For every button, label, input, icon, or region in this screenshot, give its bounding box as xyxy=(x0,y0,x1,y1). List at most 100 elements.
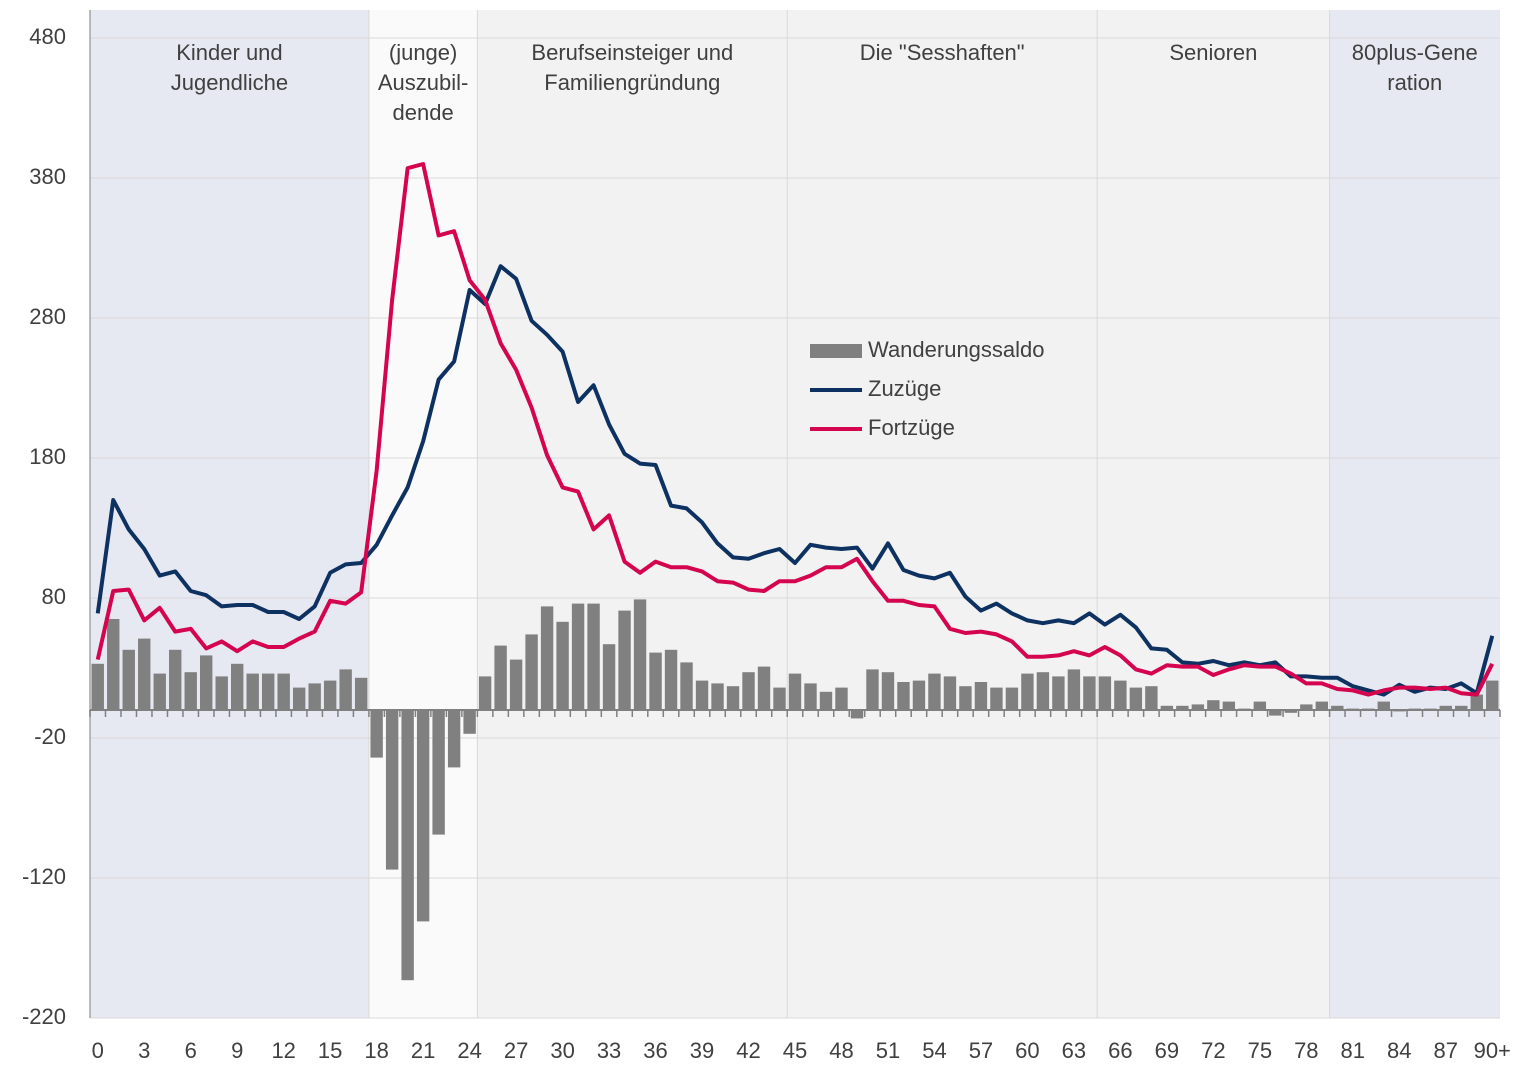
bar xyxy=(308,683,321,710)
x-tick-label: 75 xyxy=(1248,1038,1272,1063)
x-tick-label: 33 xyxy=(597,1038,621,1063)
legend-label: Zuzüge xyxy=(868,376,941,401)
bar xyxy=(804,683,817,710)
band-label: Die "Sesshaften" xyxy=(860,40,1025,65)
bar xyxy=(571,603,585,710)
band-label: (junge) xyxy=(389,40,457,65)
bar xyxy=(1083,676,1096,710)
bar xyxy=(1486,680,1499,710)
bar xyxy=(494,645,507,710)
band-label: Familiengründung xyxy=(544,70,720,95)
band-label: Kinder und xyxy=(176,40,282,65)
bar xyxy=(680,662,693,710)
bar xyxy=(292,687,306,710)
x-tick-label: 63 xyxy=(1062,1038,1086,1063)
x-tick-label: 57 xyxy=(969,1038,993,1063)
y-tick-label: 280 xyxy=(29,304,66,329)
bar xyxy=(246,673,259,710)
bar xyxy=(773,687,786,710)
y-tick-label: 380 xyxy=(29,164,66,189)
bar xyxy=(153,673,166,710)
bar xyxy=(1036,672,1050,710)
band-label: 80plus-Gene xyxy=(1352,40,1478,65)
bar xyxy=(928,673,941,710)
bar xyxy=(835,687,848,710)
x-tick-label: 36 xyxy=(643,1038,667,1063)
bar xyxy=(1129,687,1143,710)
band-label: Jugendliche xyxy=(171,70,288,95)
bar xyxy=(757,666,771,710)
bar xyxy=(323,680,337,710)
bar xyxy=(1300,704,1313,710)
bar xyxy=(866,669,879,710)
bar xyxy=(231,663,244,710)
bar xyxy=(1470,694,1483,710)
x-tick-label: 24 xyxy=(457,1038,481,1063)
y-tick-label: -20 xyxy=(34,724,66,749)
x-tick-label: 90+ xyxy=(1474,1038,1511,1063)
bar xyxy=(1253,701,1267,710)
bar xyxy=(138,638,151,710)
bar xyxy=(602,644,616,710)
bar xyxy=(463,710,476,734)
bar xyxy=(695,680,709,710)
legend-label: Wanderungssaldo xyxy=(868,337,1045,362)
bar xyxy=(525,634,538,710)
y-tick-label: 180 xyxy=(29,444,66,469)
x-tick-label: 81 xyxy=(1341,1038,1365,1063)
x-tick-label: 54 xyxy=(922,1038,946,1063)
age-band xyxy=(1329,10,1500,1018)
bar xyxy=(664,649,678,710)
bar xyxy=(540,606,554,710)
bar xyxy=(556,621,569,710)
bar xyxy=(649,652,662,710)
x-tick-label: 39 xyxy=(690,1038,714,1063)
legend-swatch xyxy=(810,344,862,358)
bar xyxy=(742,672,755,710)
bar xyxy=(959,686,972,710)
age-band xyxy=(1097,10,1330,1018)
x-tick-label: 9 xyxy=(231,1038,243,1063)
bar xyxy=(1191,704,1205,710)
bar xyxy=(1455,705,1468,710)
band-label: Berufseinsteiger und xyxy=(531,40,733,65)
bar xyxy=(1067,669,1081,710)
bar xyxy=(1331,705,1344,710)
bar xyxy=(1145,686,1158,710)
bar xyxy=(711,683,724,710)
bar xyxy=(1021,673,1034,710)
bar xyxy=(1114,680,1127,710)
legend-label: Fortzüge xyxy=(868,415,955,440)
age-band xyxy=(90,10,369,1018)
bar xyxy=(943,676,957,710)
x-tick-label: 84 xyxy=(1387,1038,1411,1063)
bar xyxy=(447,710,461,768)
band-label: Senioren xyxy=(1169,40,1257,65)
bar xyxy=(1222,701,1236,710)
x-tick-label: 6 xyxy=(185,1038,197,1063)
bar xyxy=(1052,676,1065,710)
x-tick-label: 60 xyxy=(1015,1038,1039,1063)
bar xyxy=(1284,710,1298,713)
x-tick-label: 21 xyxy=(411,1038,435,1063)
x-tick-label: 51 xyxy=(876,1038,900,1063)
x-tick-label: 87 xyxy=(1434,1038,1458,1063)
band-label: dende xyxy=(393,100,454,125)
bar xyxy=(370,710,383,758)
x-tick-label: 66 xyxy=(1108,1038,1132,1063)
bar xyxy=(1098,676,1112,710)
age-band xyxy=(787,10,1098,1018)
line xyxy=(95,162,1495,697)
bar xyxy=(91,663,104,710)
x-tick-label: 78 xyxy=(1294,1038,1318,1063)
bar xyxy=(618,610,631,710)
bar xyxy=(897,682,910,710)
x-tick-label: 0 xyxy=(92,1038,104,1063)
bar xyxy=(974,682,988,710)
x-tick-label: 30 xyxy=(550,1038,574,1063)
bar xyxy=(912,680,926,710)
bar xyxy=(416,710,430,922)
bar xyxy=(990,687,1003,710)
bar xyxy=(261,673,275,710)
